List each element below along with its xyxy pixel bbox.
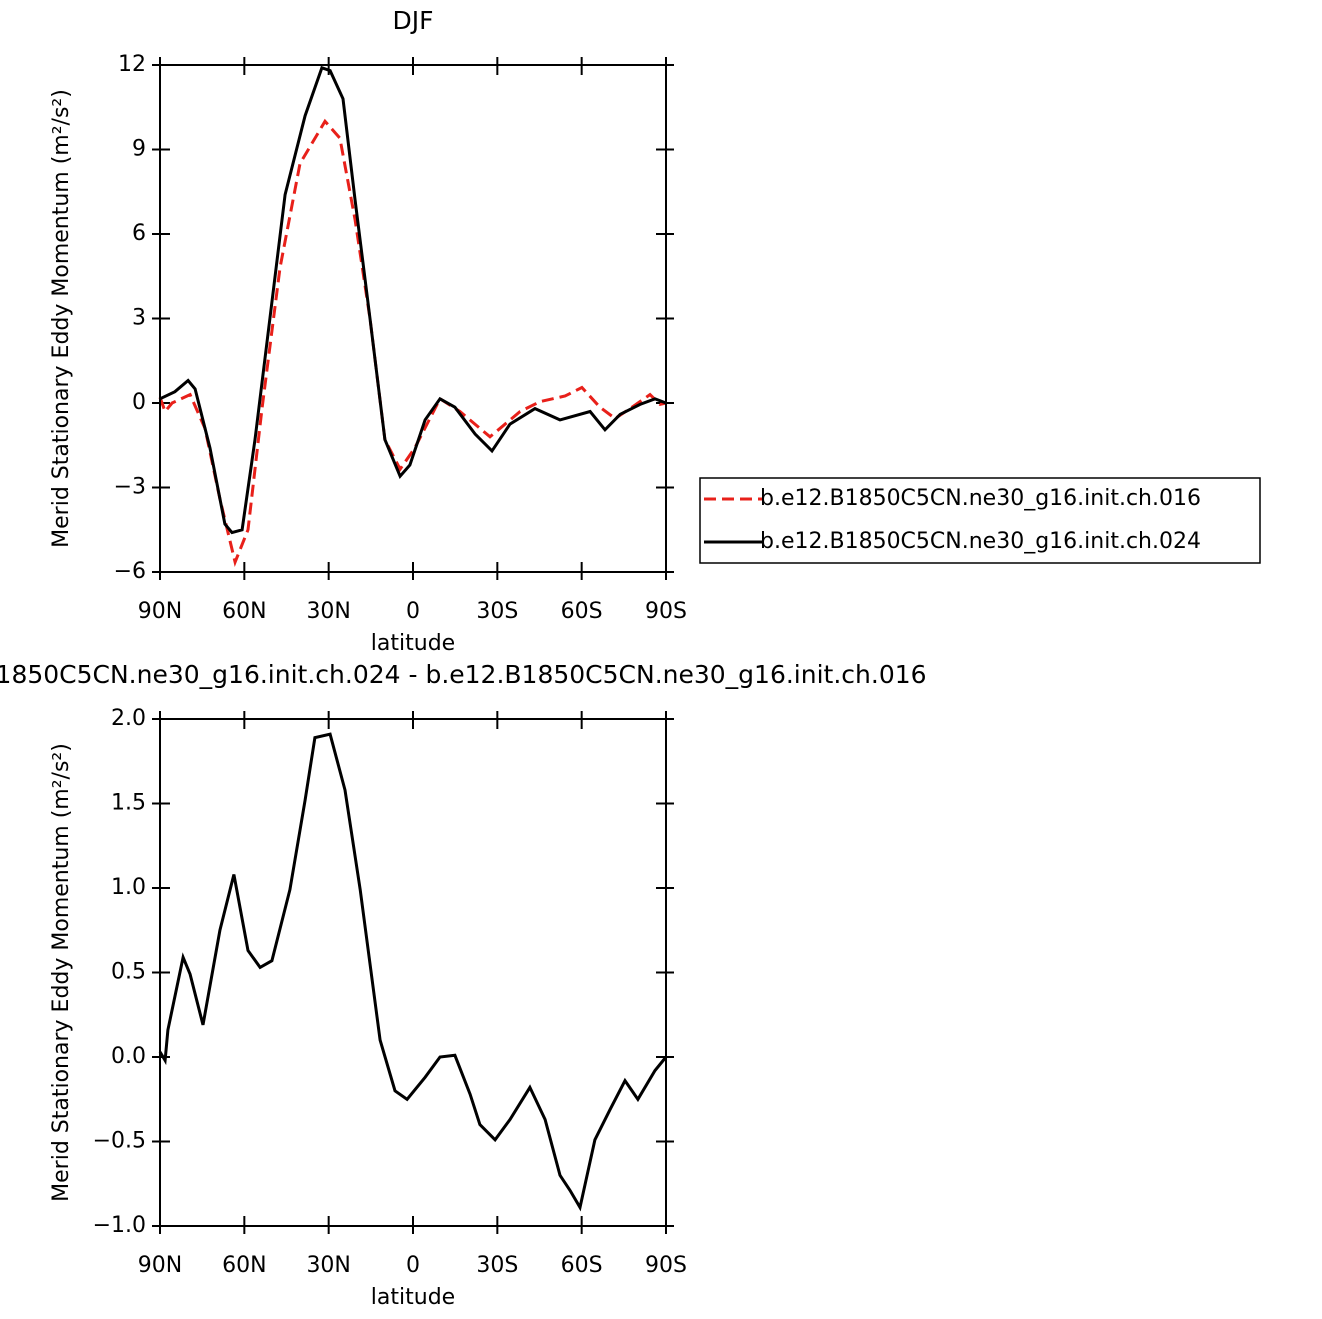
y-tick-label: −3 [114, 475, 146, 500]
legend: b.e12.B1850C5CN.ne30_g16.init.ch.016 b.e1… [699, 477, 1261, 564]
y-tick-label: −0.5 [93, 1129, 146, 1154]
plot: DJF latitude Merid Stationary Eddy Momentu… [49, 6, 687, 656]
chart-title: DJF [392, 6, 433, 35]
x-tick-label: 90S [645, 599, 687, 624]
x-axis-label: latitude [371, 1285, 455, 1310]
y-tick-label: −1.0 [93, 1213, 146, 1238]
x-tick-label: 30N [306, 1253, 350, 1278]
line-series [158, 732, 668, 1212]
x-tick-label: 30S [476, 1253, 518, 1278]
x-tick-label: 60S [561, 599, 603, 624]
line-series [159, 65, 667, 535]
y-tick-label: 1.0 [111, 875, 146, 900]
y-tick-label: 0.5 [111, 960, 146, 985]
y-axis-label: Merid Stationary Eddy Momentum (m²/s²) [49, 743, 74, 1202]
y-tick-label: −6 [114, 559, 146, 584]
chart-title: b.e12.B1850C5CN.ne30_g16.init.ch.024 - b… [0, 660, 927, 689]
y-tick-label: 1.5 [111, 791, 146, 816]
plot: b.e12.B1850C5CN.ne30_g16.init.ch.024 - b… [0, 660, 927, 1310]
x-tick-label: 90N [138, 599, 182, 624]
legend-box [699, 477, 1261, 564]
line-series [158, 118, 667, 568]
x-tick-label: 30N [306, 599, 350, 624]
y-tick-label: 2.0 [111, 706, 146, 731]
y-axis-label: Merid Stationary Eddy Momentum (m²/s²) [49, 89, 74, 548]
plot-frame [159, 718, 667, 1227]
x-tick-label: 90S [645, 1253, 687, 1278]
y-tick-label: 6 [132, 221, 146, 246]
x-tick-label: 60N [222, 1253, 266, 1278]
x-axis-label: latitude [371, 631, 455, 656]
plot-frame [159, 64, 667, 573]
x-tick-label: 0 [406, 1253, 420, 1278]
x-tick-label: 30S [476, 599, 518, 624]
y-tick-label: 0 [132, 390, 146, 415]
y-tick-label: 9 [132, 137, 146, 162]
x-tick-label: 0 [406, 599, 420, 624]
x-tick-label: 90N [138, 1253, 182, 1278]
y-tick-label: 3 [132, 306, 146, 331]
y-tick-label: 0.0 [111, 1044, 146, 1069]
x-tick-label: 60N [222, 599, 266, 624]
x-tick-label: 60S [561, 1253, 603, 1278]
legend-label: b.e12.B1850C5CN.ne30_g16.init.ch.016 [760, 486, 1201, 511]
y-tick-label: 12 [118, 52, 146, 77]
legend-label: b.e12.B1850C5CN.ne30_g16.init.ch.024 [760, 529, 1201, 554]
